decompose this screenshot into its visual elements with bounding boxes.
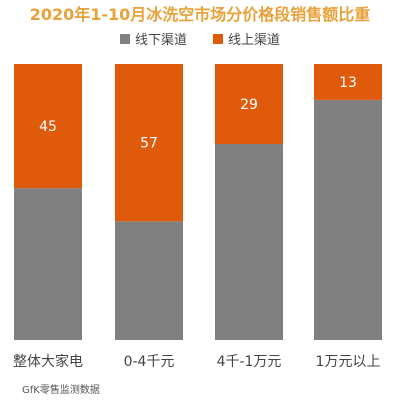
legend-item-offline: 线下渠道 [119, 29, 187, 48]
bar-segment-offline-1 [14, 188, 82, 340]
bar-segment-online-2 [115, 64, 183, 222]
legend-swatch-offline [119, 33, 130, 44]
source-note: GfK零售监测数据 [22, 385, 100, 396]
data-label-online-4: 13 [339, 75, 357, 91]
category-label-3: 4千-1万元 [217, 354, 282, 370]
category-label-1: 整体大家电 [13, 353, 83, 370]
legend-item-online: 线上渠道 [213, 29, 280, 48]
legend-label-offline: 线下渠道 [134, 33, 187, 48]
chart-title: 2020年1-10月冰洗空市场分价格段销售额比重 [29, 5, 371, 24]
data-label-online-1: 45 [39, 119, 57, 135]
category-label-4: 1万元以上 [316, 354, 381, 370]
data-label-online-2: 57 [140, 136, 158, 152]
bar-segment-offline-4 [314, 99, 382, 340]
bar-segment-offline-3 [215, 144, 283, 340]
bar-segment-online-1 [14, 64, 82, 189]
legend-label-online: 线上渠道 [228, 33, 281, 48]
bar-segment-online-4 [314, 64, 382, 100]
data-label-online-3: 29 [240, 97, 258, 113]
bar-segment-offline-2 [115, 221, 183, 340]
legend-swatch-online [213, 33, 223, 44]
category-label-2: 0-4千元 [124, 354, 175, 370]
chart-legend: 线下渠道 线上渠道 [0, 29, 400, 48]
bar-segment-online-3 [215, 64, 283, 145]
